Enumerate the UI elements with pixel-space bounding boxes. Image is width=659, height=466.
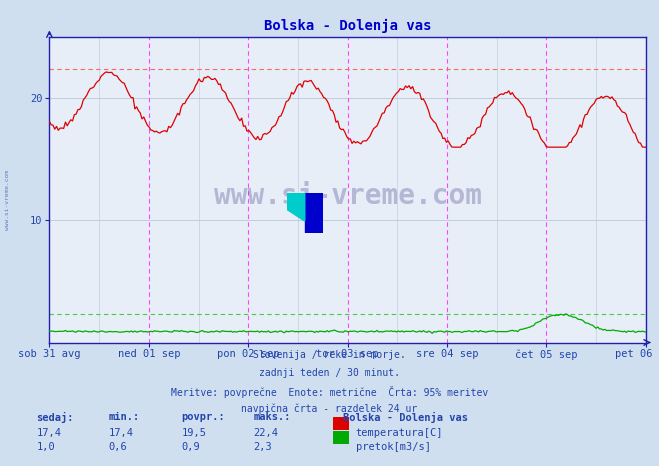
Text: 1,0: 1,0 <box>36 442 55 452</box>
Text: www.si-vreme.com: www.si-vreme.com <box>5 171 11 230</box>
Text: 2,3: 2,3 <box>254 442 272 452</box>
Text: 22,4: 22,4 <box>254 428 279 438</box>
Text: sedaj:: sedaj: <box>36 412 74 424</box>
Polygon shape <box>287 193 304 221</box>
Text: 0,9: 0,9 <box>181 442 200 452</box>
Text: navpična črta - razdelek 24 ur: navpična črta - razdelek 24 ur <box>241 404 418 414</box>
Text: Slovenija / reke in morje.: Slovenija / reke in morje. <box>253 350 406 360</box>
Text: 17,4: 17,4 <box>36 428 61 438</box>
Text: www.si-vreme.com: www.si-vreme.com <box>214 182 482 210</box>
Text: 0,6: 0,6 <box>109 442 127 452</box>
Text: min.:: min.: <box>109 412 140 422</box>
Text: povpr.:: povpr.: <box>181 412 225 422</box>
Text: temperatura[C]: temperatura[C] <box>356 428 444 438</box>
Polygon shape <box>304 193 323 233</box>
Text: 19,5: 19,5 <box>181 428 206 438</box>
Title: Bolska - Dolenja vas: Bolska - Dolenja vas <box>264 19 432 34</box>
Text: 17,4: 17,4 <box>109 428 134 438</box>
Text: pretok[m3/s]: pretok[m3/s] <box>356 442 431 452</box>
Text: Meritve: povprečne  Enote: metrične  Črta: 95% meritev: Meritve: povprečne Enote: metrične Črta:… <box>171 386 488 398</box>
Text: zadnji teden / 30 minut.: zadnji teden / 30 minut. <box>259 368 400 378</box>
Text: maks.:: maks.: <box>254 412 291 422</box>
Text: Bolska - Dolenja vas: Bolska - Dolenja vas <box>343 412 468 424</box>
